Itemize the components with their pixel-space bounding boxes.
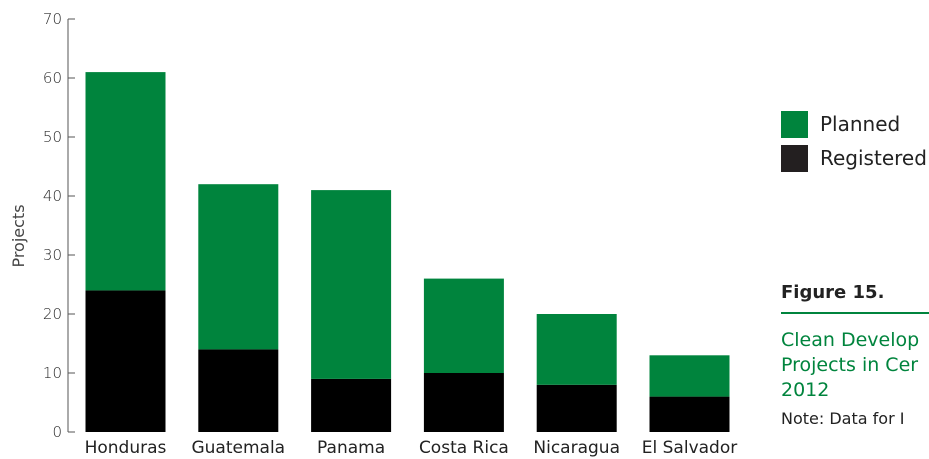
x-category-label: Costa Rica [419, 438, 509, 458]
bar-planned-panama [311, 190, 392, 379]
bar-registered-guatemala [198, 349, 279, 432]
bar-planned-honduras [85, 72, 166, 291]
y-axis-title: Projects [9, 204, 28, 267]
legend-item-planned: Planned [781, 110, 929, 138]
bars [85, 72, 730, 432]
y-tick-label: 40 [43, 187, 62, 205]
y-axis: 0 10 20 30 40 50 60 70 [43, 10, 75, 441]
bar-registered-panama [311, 378, 392, 432]
bar-planned-costa-rica [423, 278, 504, 373]
y-tick-label: 50 [43, 128, 62, 146]
bar-planned-guatemala [198, 184, 279, 350]
x-axis-labels: Honduras Guatemala Panama Costa Rica Nicarag… [85, 438, 738, 458]
bar-registered-costa-rica [423, 373, 504, 432]
figure-title-line-2: Projects in Cer [781, 354, 919, 376]
y-tick-label: 20 [43, 305, 62, 323]
legend: Planned Registered [781, 110, 929, 178]
figure-note: Note: Data for I [781, 409, 905, 428]
x-category-label: Nicaragua [533, 438, 620, 458]
y-tick-label: 10 [43, 364, 62, 382]
bar-registered-honduras [85, 290, 166, 432]
figure-title: Clean Develop Projects in Cer 2012 [781, 328, 929, 403]
legend-item-registered: Registered [781, 144, 929, 172]
x-category-label: Honduras [85, 438, 167, 458]
figure-number: Figure 15. [781, 282, 885, 303]
caption-divider [781, 312, 929, 314]
bar-planned-nicaragua [536, 314, 617, 385]
y-tick-label: 70 [43, 10, 62, 28]
legend-label-registered: Registered [820, 146, 927, 170]
x-category-label: El Salvador [642, 438, 737, 458]
legend-swatch-registered [781, 144, 808, 172]
legend-label-planned: Planned [820, 112, 901, 136]
figure-title-line-1: Clean Develop [781, 329, 920, 351]
figure-title-line-3: 2012 [781, 379, 830, 401]
bar-registered-nicaragua [536, 384, 617, 432]
y-tick-label: 30 [43, 246, 62, 264]
figure-caption: Figure 15. Clean Develop Projects in Cer… [781, 274, 929, 428]
y-tick-label: 60 [43, 69, 62, 87]
bar-planned-el-salvador [649, 355, 730, 397]
x-category-label: Panama [317, 438, 385, 458]
x-category-label: Guatemala [191, 438, 285, 458]
legend-swatch-planned [781, 110, 808, 138]
y-tick-label: 0 [52, 423, 62, 441]
bar-registered-el-salvador [649, 396, 730, 432]
